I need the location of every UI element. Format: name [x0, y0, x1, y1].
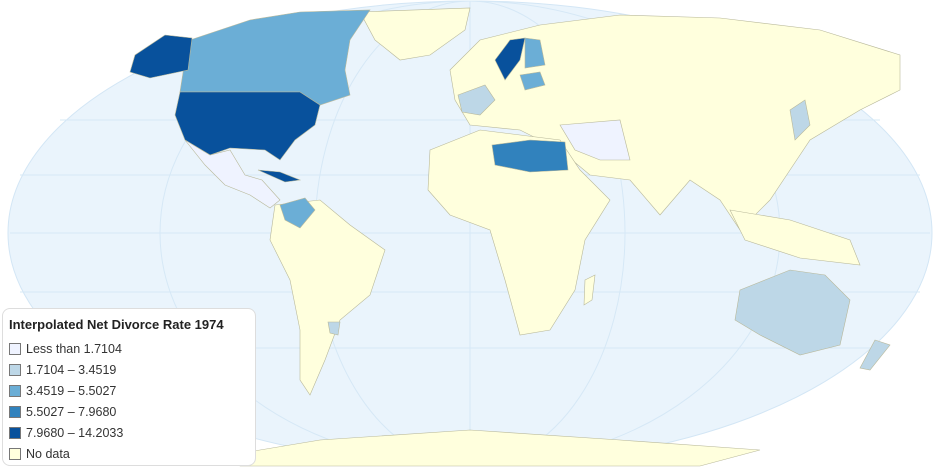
legend: Interpolated Net Divorce Rate 1974 Less … [2, 308, 256, 466]
legend-swatch [9, 342, 21, 355]
region-western-europe[interactable] [457, 84, 496, 116]
region-greenland[interactable] [359, 7, 471, 61]
legend-item[interactable]: 3.4519 – 5.5027 [9, 380, 249, 401]
region-southeast-asia[interactable] [729, 209, 861, 266]
legend-item[interactable]: 1.7104 – 3.4519 [9, 359, 249, 380]
legend-label: 3.4519 – 5.5027 [26, 383, 117, 398]
region-caribbean[interactable] [257, 169, 302, 183]
region-uruguay[interactable] [327, 321, 341, 336]
legend-swatch [9, 384, 21, 397]
legend-item[interactable]: Less than 1.7104 [9, 338, 249, 359]
legend-label: Less than 1.7104 [26, 341, 122, 356]
legend-label: 5.5027 – 7.9680 [26, 404, 117, 419]
region-scandinavia[interactable] [494, 37, 526, 81]
legend-swatch [9, 405, 21, 418]
legend-swatch [9, 426, 21, 439]
legend-item[interactable]: 5.5027 – 7.9680 [9, 401, 249, 422]
region-madagascar[interactable] [583, 274, 596, 306]
region-finland[interactable] [524, 37, 546, 69]
region-alaska[interactable] [129, 34, 193, 79]
region-middle-east[interactable] [559, 119, 631, 161]
legend-item[interactable]: No data [9, 443, 249, 464]
region-japan[interactable] [789, 99, 811, 141]
region-canada[interactable] [179, 9, 371, 106]
region-south-america[interactable] [269, 199, 386, 396]
legend-swatch [9, 447, 21, 460]
legend-swatch [9, 363, 21, 376]
region-venezuela[interactable] [279, 197, 316, 229]
region-new-zealand[interactable] [859, 339, 891, 371]
region-usa[interactable] [174, 91, 321, 161]
legend-label: 1.7104 – 3.4519 [26, 362, 117, 377]
legend-title: Interpolated Net Divorce Rate 1974 [9, 317, 224, 332]
region-mexico-central-america[interactable] [184, 139, 281, 209]
region-eastern-europe[interactable] [519, 71, 546, 91]
legend-item[interactable]: 7.9680 – 14.2033 [9, 422, 249, 443]
legend-label: No data [26, 446, 70, 461]
region-antarctica[interactable] [229, 429, 761, 467]
legend-label: 7.9680 – 14.2033 [26, 425, 124, 440]
region-australia[interactable] [734, 269, 851, 356]
region-libya-egypt[interactable] [491, 139, 569, 173]
